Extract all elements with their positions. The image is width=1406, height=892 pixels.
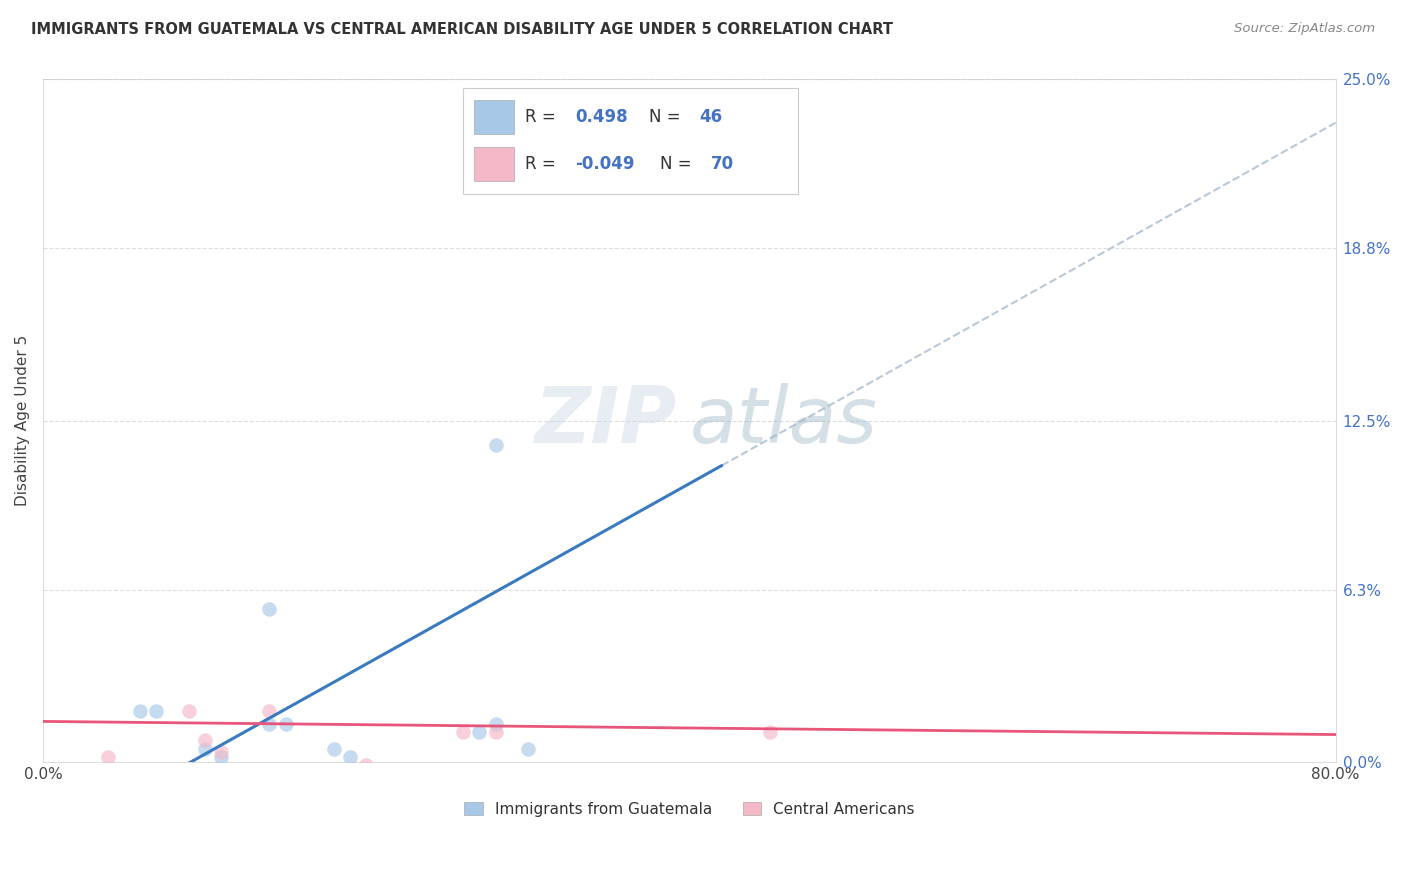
Text: Source: ZipAtlas.com: Source: ZipAtlas.com [1234,22,1375,36]
Text: 0.498: 0.498 [575,108,628,127]
Y-axis label: Disability Age Under 5: Disability Age Under 5 [15,335,30,507]
Text: R =: R = [524,108,561,127]
Text: 70: 70 [710,155,734,173]
Text: R =: R = [524,155,561,173]
Text: ZIP: ZIP [534,383,676,458]
Text: N =: N = [659,155,696,173]
Text: -0.049: -0.049 [575,155,636,173]
Text: N =: N = [648,108,685,127]
Text: 46: 46 [699,108,723,127]
Text: atlas: atlas [689,383,877,458]
Text: IMMIGRANTS FROM GUATEMALA VS CENTRAL AMERICAN DISABILITY AGE UNDER 5 CORRELATION: IMMIGRANTS FROM GUATEMALA VS CENTRAL AME… [31,22,893,37]
Legend: Immigrants from Guatemala, Central Americans: Immigrants from Guatemala, Central Ameri… [458,796,921,823]
